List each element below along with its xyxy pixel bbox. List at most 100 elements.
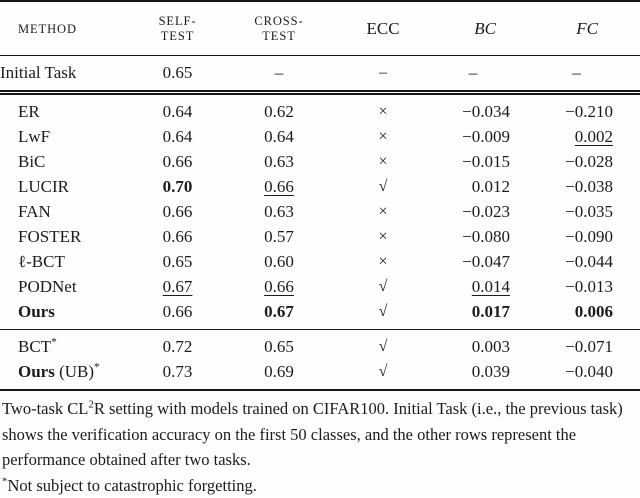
cross-test-cell: 0.66 <box>225 175 333 200</box>
cross-test-cell: 0.60 <box>225 250 333 275</box>
caption-area: Two-task CL2R setting with models traine… <box>0 391 640 498</box>
self-test-cell: 0.65 <box>130 56 225 93</box>
bc-cell: −0.023 <box>433 200 513 225</box>
method-cell: FOSTER <box>0 225 130 250</box>
method-cell: ER <box>0 93 130 125</box>
ecc-cell: √ <box>333 360 433 391</box>
ecc-cell: × <box>333 250 433 275</box>
self-test-cell: 0.66 <box>130 225 225 250</box>
self-test-cell: 0.67 <box>130 275 225 300</box>
self-test-cell: 0.72 <box>130 330 225 360</box>
bc-cell: −0.034 <box>433 93 513 125</box>
method-cell: LUCIR <box>0 175 130 200</box>
method-cell: ℓ-BCT <box>0 250 130 275</box>
bc-cell: 0.017 <box>433 300 513 330</box>
header-self-test: SELF-TEST <box>130 1 225 56</box>
cross-test-cell: 0.69 <box>225 360 333 391</box>
cross-test-cell: 0.64 <box>225 125 333 150</box>
fc-cell: −0.090 <box>513 225 640 250</box>
ecc-cell: √ <box>333 330 433 360</box>
ecc-cell: √ <box>333 175 433 200</box>
self-test-cell: 0.64 <box>130 125 225 150</box>
fc-cell: −0.071 <box>513 330 640 360</box>
ecc-cell: √ <box>333 300 433 330</box>
fc-cell: −0.035 <box>513 200 640 225</box>
method-cell: PODNet <box>0 275 130 300</box>
self-test-cell: 0.64 <box>130 93 225 125</box>
ecc-cell: × <box>333 150 433 175</box>
fc-cell: −0.028 <box>513 150 640 175</box>
method-cell: BCT* <box>0 330 130 360</box>
header-bc: BC <box>433 1 513 56</box>
fc-cell: 0.006 <box>513 300 640 330</box>
header-cross-test: CROSS-TEST <box>225 1 333 56</box>
ecc-cell: × <box>333 225 433 250</box>
bc-cell: 0.003 <box>433 330 513 360</box>
cross-test-cell: 0.67 <box>225 300 333 330</box>
fc-cell: – <box>513 56 640 93</box>
bc-cell: 0.012 <box>433 175 513 200</box>
ecc-cell: √ <box>333 275 433 300</box>
bc-cell: −0.080 <box>433 225 513 250</box>
bc-cell: 0.014 <box>433 275 513 300</box>
fc-cell: −0.013 <box>513 275 640 300</box>
bc-cell: – <box>433 56 513 93</box>
fc-cell: −0.040 <box>513 360 640 391</box>
cross-test-cell: – <box>225 56 333 93</box>
header-ecc: ECC <box>333 1 433 56</box>
fc-cell: 0.002 <box>513 125 640 150</box>
method-cell: FAN <box>0 200 130 225</box>
fc-cell: −0.038 <box>513 175 640 200</box>
bc-cell: −0.009 <box>433 125 513 150</box>
self-test-cell: 0.73 <box>130 360 225 391</box>
cross-test-cell: 0.65 <box>225 330 333 360</box>
ecc-cell: × <box>333 125 433 150</box>
method-cell: Ours (UB)* <box>0 360 130 391</box>
fc-cell: −0.210 <box>513 93 640 125</box>
header-fc: FC <box>513 1 640 56</box>
table-footnote: *Not subject to catastrophic forgetting. <box>2 473 638 498</box>
self-test-cell: 0.66 <box>130 200 225 225</box>
self-test-cell: 0.66 <box>130 300 225 330</box>
bc-cell: 0.039 <box>433 360 513 391</box>
bc-cell: −0.015 <box>433 150 513 175</box>
cross-test-cell: 0.63 <box>225 200 333 225</box>
cross-test-cell: 0.63 <box>225 150 333 175</box>
cross-test-cell: 0.57 <box>225 225 333 250</box>
method-cell: BiC <box>0 150 130 175</box>
self-test-cell: 0.70 <box>130 175 225 200</box>
table-caption: Two-task CL2R setting with models traine… <box>2 396 638 473</box>
bc-cell: −0.047 <box>433 250 513 275</box>
cross-test-cell: 0.66 <box>225 275 333 300</box>
method-cell: Ours <box>0 300 130 330</box>
self-test-cell: 0.66 <box>130 150 225 175</box>
header-method: METHOD <box>0 1 130 56</box>
self-test-cell: 0.65 <box>130 250 225 275</box>
method-cell: Initial Task <box>0 56 130 93</box>
ecc-cell: × <box>333 200 433 225</box>
ecc-cell: × <box>333 93 433 125</box>
method-cell: LwF <box>0 125 130 150</box>
ecc-cell: – <box>333 56 433 93</box>
fc-cell: −0.044 <box>513 250 640 275</box>
cross-test-cell: 0.62 <box>225 93 333 125</box>
